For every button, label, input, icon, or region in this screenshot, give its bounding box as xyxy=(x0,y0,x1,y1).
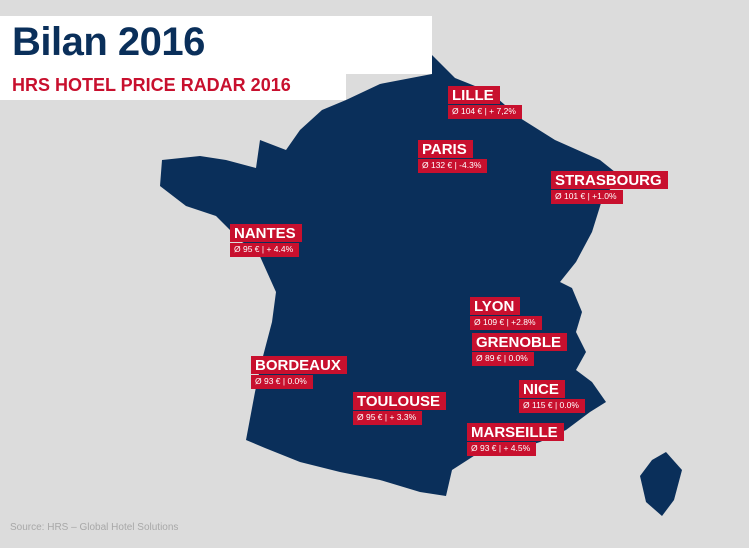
header-panel xyxy=(0,16,432,74)
city-label-paris: PARIS Ø 132 € | -4.3% xyxy=(418,140,488,173)
subheader-panel xyxy=(0,74,346,100)
city-name: STRASBOURG xyxy=(551,171,668,189)
city-label-toulouse: TOULOUSE Ø 95 € | + 3.3% xyxy=(353,392,447,425)
city-name: GRENOBLE xyxy=(472,333,568,351)
city-value: Ø 132 € | -4.3% xyxy=(418,159,488,173)
city-value: Ø 115 € | 0.0% xyxy=(519,399,585,413)
city-label-nice: NICE Ø 115 € | 0.0% xyxy=(519,380,585,413)
city-name: LILLE xyxy=(448,86,500,104)
city-name: PARIS xyxy=(418,140,473,158)
city-name: NANTES xyxy=(230,224,302,242)
city-value: Ø 89 € | 0.0% xyxy=(472,352,534,366)
city-value: Ø 104 € | + 7,2% xyxy=(448,105,522,119)
source-note: Source: HRS – Global Hotel Solutions xyxy=(10,522,179,533)
city-label-marseille: MARSEILLE Ø 93 € | + 4.5% xyxy=(467,423,564,456)
city-name: BORDEAUX xyxy=(251,356,347,374)
city-value: Ø 95 € | + 4.4% xyxy=(230,243,300,257)
city-value: Ø 101 € | +1.0% xyxy=(551,190,623,204)
city-name: NICE xyxy=(519,380,565,398)
city-label-lille: LILLE Ø 104 € | + 7,2% xyxy=(448,86,522,119)
city-label-grenoble: GRENOBLE Ø 89 € | 0.0% xyxy=(472,333,568,366)
city-value: Ø 93 € | + 4.5% xyxy=(467,442,537,456)
page-subtitle: HRS HOTEL PRICE RADAR 2016 xyxy=(12,75,291,95)
city-name: LYON xyxy=(470,297,521,315)
corsica xyxy=(640,452,682,516)
city-name: MARSEILLE xyxy=(467,423,564,441)
city-label-lyon: LYON Ø 109 € | +2.8% xyxy=(470,297,542,330)
city-label-strasbourg: STRASBOURG Ø 101 € | +1.0% xyxy=(551,171,668,204)
city-name: TOULOUSE xyxy=(353,392,447,410)
city-label-nantes: NANTES Ø 95 € | + 4.4% xyxy=(230,224,302,257)
city-label-bordeaux: BORDEAUX Ø 93 € | 0.0% xyxy=(251,356,347,389)
page-title: Bilan 2016 xyxy=(12,20,205,64)
city-value: Ø 95 € | + 3.3% xyxy=(353,411,423,425)
city-value: Ø 93 € | 0.0% xyxy=(251,375,313,389)
city-value: Ø 109 € | +2.8% xyxy=(470,316,542,330)
